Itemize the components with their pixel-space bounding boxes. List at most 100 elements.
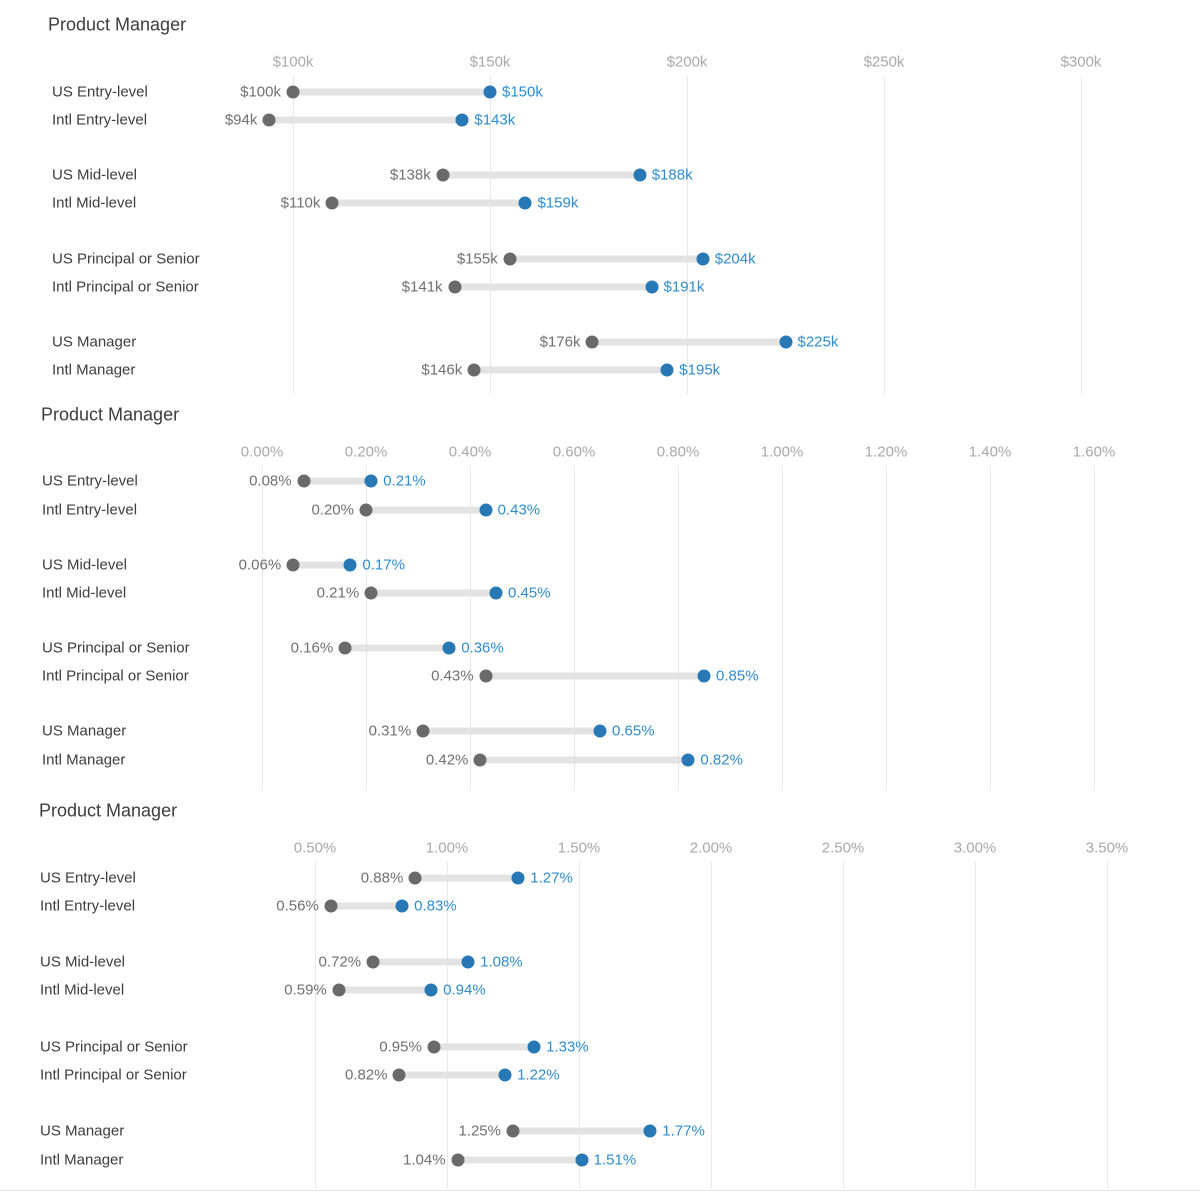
- end-dot: [483, 85, 497, 99]
- axis-tick-label: 1.20%: [864, 443, 908, 461]
- axis-tick-label: 2.00%: [689, 839, 733, 857]
- range-bar: [338, 986, 432, 994]
- end-dot: [498, 1068, 512, 1082]
- end-dot: [364, 474, 378, 488]
- category-label: US Principal or Senior: [42, 639, 190, 657]
- start-value-label: $138k: [389, 166, 431, 184]
- axis-tick-label: 2.50%: [821, 839, 865, 857]
- gridline: [293, 76, 294, 394]
- range-bar: [345, 644, 450, 652]
- end-value-label: $143k: [474, 111, 516, 129]
- start-dot: [408, 871, 422, 885]
- start-dot: [436, 168, 450, 182]
- end-dot: [461, 955, 475, 969]
- axis-tick-label: 0.40%: [448, 443, 492, 461]
- range-bar: [332, 199, 526, 207]
- end-dot: [681, 753, 695, 767]
- gridline: [366, 466, 367, 790]
- start-value-label: 0.16%: [290, 639, 334, 657]
- start-value-label: 0.42%: [425, 751, 469, 769]
- gridline: [447, 862, 448, 1188]
- end-dot: [575, 1153, 589, 1167]
- gridline: [574, 466, 575, 790]
- start-value-label: 0.59%: [284, 981, 327, 999]
- category-label: Intl Manager: [42, 751, 126, 769]
- axis-tick-label: 0.00%: [240, 443, 284, 461]
- start-value-label: 0.08%: [249, 472, 292, 490]
- axis-tick-label: 1.00%: [760, 443, 804, 461]
- range-bar: [442, 171, 640, 179]
- category-label: Intl Entry-level: [40, 897, 136, 915]
- range-bar: [423, 727, 600, 735]
- end-dot: [660, 363, 674, 377]
- end-value-label: 1.22%: [517, 1066, 560, 1084]
- start-dot: [473, 753, 487, 767]
- start-value-label: $141k: [401, 278, 443, 296]
- chart-title: Product Manager: [41, 404, 180, 425]
- category-label: US Entry-level: [52, 83, 148, 101]
- bottom-divider: [0, 1190, 1200, 1191]
- category-label: Intl Mid-level: [52, 194, 137, 212]
- start-value-label: $100k: [240, 83, 281, 101]
- gridline: [843, 862, 844, 1188]
- start-dot: [467, 363, 481, 377]
- gridline: [711, 862, 712, 1188]
- start-value-label: $110k: [280, 194, 321, 212]
- end-dot: [518, 196, 532, 210]
- category-label: US Mid-level: [42, 556, 128, 574]
- gridline: [579, 862, 580, 1188]
- gridline: [1081, 76, 1082, 394]
- range-bar: [592, 338, 786, 346]
- end-dot: [697, 669, 711, 683]
- start-value-label: $94k: [224, 111, 258, 129]
- end-dot: [645, 280, 659, 294]
- start-value-label: 0.88%: [360, 869, 404, 887]
- start-value-label: $176k: [539, 333, 581, 351]
- end-value-label: 0.21%: [383, 472, 426, 490]
- gridline: [490, 76, 491, 394]
- range-bar: [474, 366, 668, 374]
- range-bar: [269, 116, 463, 124]
- range-bar: [399, 1071, 506, 1079]
- axis-tick-label: 0.80%: [656, 443, 700, 461]
- end-dot: [442, 641, 456, 655]
- start-value-label: 1.04%: [403, 1151, 446, 1169]
- end-value-label: 0.45%: [508, 584, 551, 602]
- start-dot: [359, 503, 373, 517]
- end-value-label: 1.77%: [662, 1122, 705, 1140]
- gridline: [687, 76, 688, 394]
- category-label: Intl Entry-level: [52, 111, 148, 129]
- range-bar: [373, 958, 469, 966]
- start-dot: [324, 899, 338, 913]
- gridline: [315, 862, 316, 1188]
- end-dot: [455, 113, 469, 127]
- range-bar: [480, 756, 689, 764]
- axis-tick-label: $100k: [272, 53, 314, 71]
- start-value-label: 0.21%: [316, 584, 360, 602]
- axis-tick-label: $300k: [1060, 53, 1102, 71]
- start-dot: [366, 955, 380, 969]
- axis-tick-label: 0.60%: [552, 443, 596, 461]
- category-label: Intl Manager: [52, 361, 136, 379]
- end-dot: [527, 1040, 541, 1054]
- category-label: US Manager: [40, 1122, 125, 1140]
- axis-tick-label: $250k: [863, 53, 905, 71]
- end-dot: [479, 503, 493, 517]
- end-dot: [395, 899, 409, 913]
- start-value-label: 0.95%: [379, 1038, 422, 1056]
- end-dot: [489, 586, 503, 600]
- end-dot: [511, 871, 525, 885]
- chart-title: Product Manager: [39, 800, 178, 821]
- range-bar: [454, 283, 652, 291]
- start-value-label: 0.72%: [318, 953, 362, 971]
- end-dot: [696, 252, 710, 266]
- start-value-label: 0.43%: [431, 667, 474, 685]
- axis-tick-label: 0.50%: [293, 839, 337, 857]
- start-dot: [286, 558, 300, 572]
- end-value-label: 0.17%: [362, 556, 405, 574]
- category-label: US Manager: [42, 722, 127, 740]
- start-value-label: 0.56%: [276, 897, 319, 915]
- category-label: Intl Principal or Senior: [52, 278, 199, 296]
